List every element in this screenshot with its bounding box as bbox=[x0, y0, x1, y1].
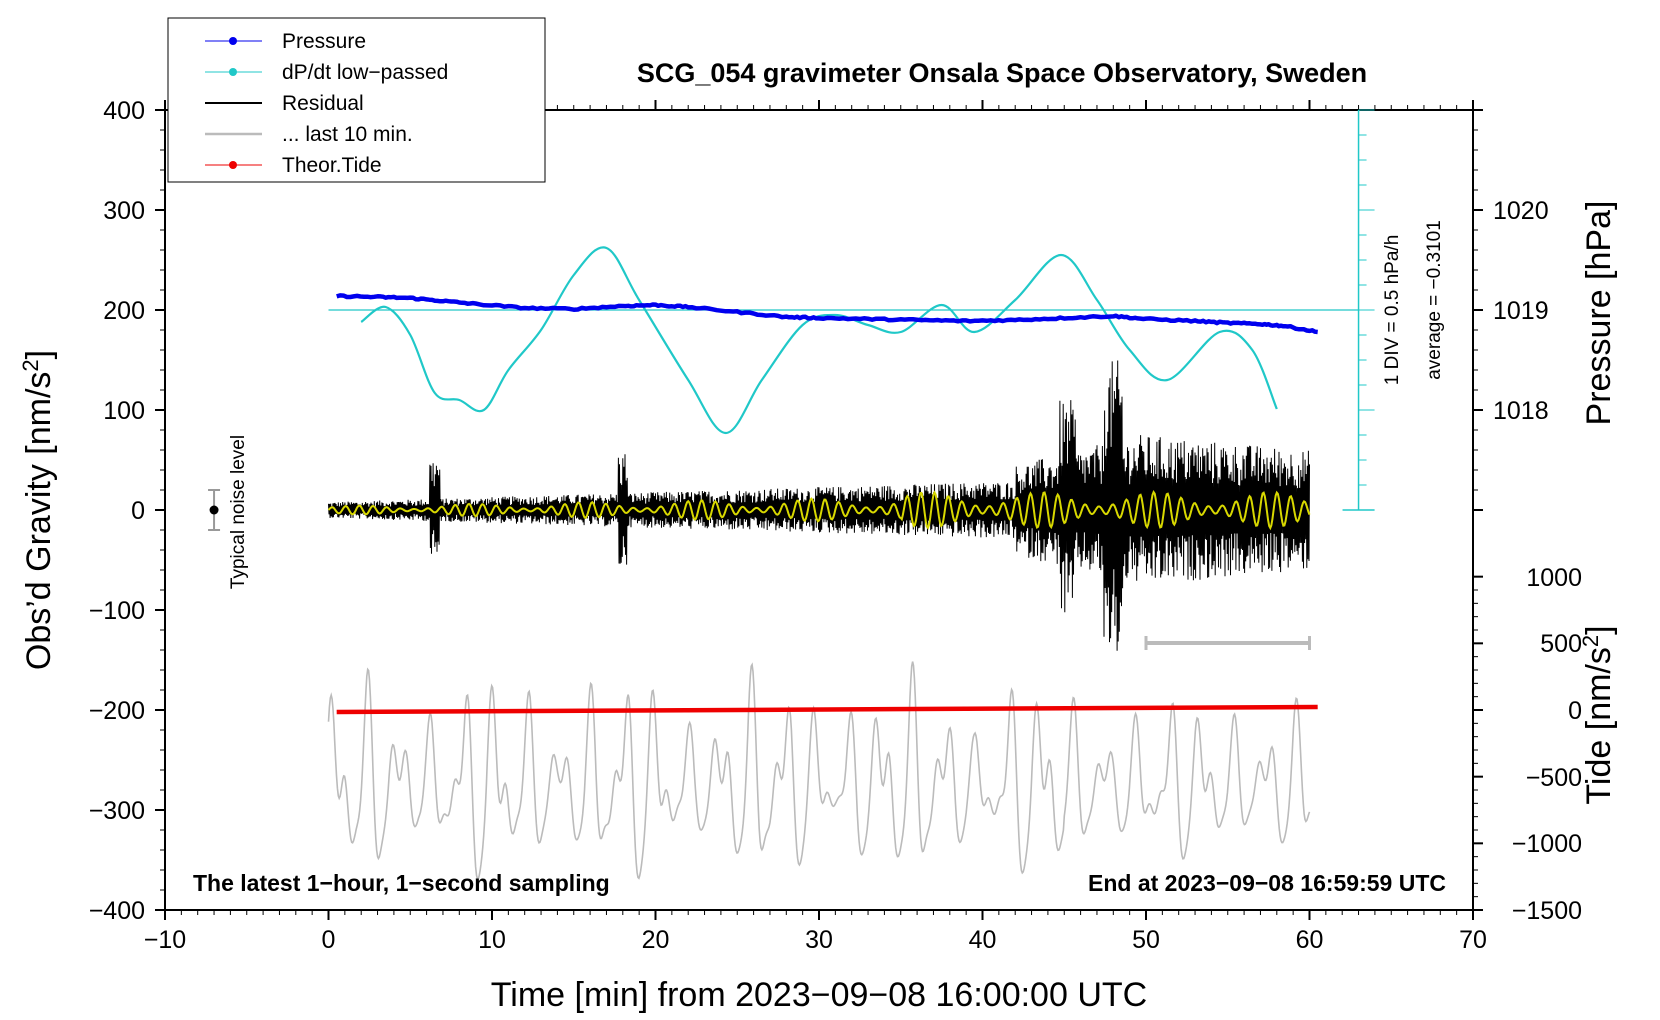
pressure-series bbox=[336, 293, 1318, 335]
y-axis-label-pressure: Pressure [hPa] bbox=[1580, 201, 1618, 426]
y-tick-label: 100 bbox=[103, 397, 145, 425]
tide-tick-label: 500 bbox=[1540, 630, 1582, 658]
tide-tick-label: 1000 bbox=[1526, 564, 1582, 592]
y-tick-labels: 400 300 200 100 0 −100 −200 −300 −400 bbox=[89, 97, 145, 925]
legend-marker bbox=[229, 37, 237, 45]
legend-marker bbox=[229, 161, 237, 169]
x-tick-labels: −10 0 10 20 30 40 50 60 70 bbox=[144, 926, 1487, 954]
pressure-tick-label: 1018 bbox=[1493, 397, 1549, 425]
end-time-note: End at 2023−09−08 16:59:59 UTC bbox=[1088, 870, 1446, 896]
y-axis-label-tide-sup: 2 bbox=[1578, 635, 1603, 647]
y-tick-label: −300 bbox=[89, 797, 145, 825]
theor-tide-series bbox=[336, 704, 1318, 715]
legend: Pressure dP/dt low−passed Residual ... last… bbox=[167, 17, 546, 183]
filtered-residual-series bbox=[327, 489, 1311, 531]
tide-tick-labels: 1000 500 0 −500 −1000 −1500 bbox=[1512, 564, 1582, 925]
y-tick-label: 0 bbox=[131, 497, 145, 525]
x-tick-label: 40 bbox=[969, 926, 997, 954]
div-annotation: 1 DIV = 0.5 hPa/h bbox=[1382, 235, 1403, 386]
noise-level-marker bbox=[208, 489, 221, 531]
tide-tick-label: −1000 bbox=[1512, 830, 1582, 858]
y-axis-label-tide-end: ] bbox=[1580, 625, 1618, 634]
x-tick-label: 10 bbox=[478, 926, 506, 954]
series-layer bbox=[327, 246, 1359, 880]
legend-label: dP/dt low−passed bbox=[282, 61, 448, 84]
last-10-min-series bbox=[327, 661, 1311, 880]
y-axis-label-left-sup: 2 bbox=[18, 359, 43, 371]
legend-label: Pressure bbox=[282, 30, 366, 53]
y-axis-label-tide: Tide [nm/s2] bbox=[1578, 625, 1618, 804]
residual-series bbox=[328, 360, 1310, 651]
legend-label: ... last 10 min. bbox=[282, 123, 413, 146]
y-tick-label: 200 bbox=[103, 297, 145, 325]
tide-tick-label: −1500 bbox=[1512, 897, 1582, 925]
legend-marker bbox=[229, 68, 237, 76]
y-axis-label-left-end: ] bbox=[20, 350, 58, 359]
x-tick-label: 20 bbox=[642, 926, 670, 954]
x-axis-label: Time [min] from 2023−09−08 16:00:00 UTC bbox=[491, 976, 1147, 1014]
legend-label: Theor.Tide bbox=[282, 154, 382, 177]
x-tick-label: 0 bbox=[322, 926, 336, 954]
dpdt-series bbox=[360, 246, 1278, 435]
noise-dot bbox=[209, 505, 219, 515]
y-tick-label: 400 bbox=[103, 97, 145, 125]
legend-label: Residual bbox=[282, 92, 364, 115]
pressure-tick-labels: 1020 1019 1018 bbox=[1493, 197, 1549, 425]
x-tick-label: 30 bbox=[805, 926, 833, 954]
y-tick-label: 300 bbox=[103, 197, 145, 225]
legend-box bbox=[167, 17, 546, 183]
x-tick-label: 50 bbox=[1132, 926, 1160, 954]
y-tick-label: −100 bbox=[89, 597, 145, 625]
average-annotation: average = −0.3101 bbox=[1424, 220, 1445, 380]
y-axis-label-left-main: Obs’d Gravity [nm/s bbox=[20, 372, 58, 671]
noise-label: Typical noise level bbox=[228, 435, 249, 589]
y-axis-label-tide-main: Tide [nm/s bbox=[1580, 647, 1618, 804]
tide-tick-label: −500 bbox=[1526, 764, 1582, 792]
pressure-tick-label: 1020 bbox=[1493, 197, 1549, 225]
y-axis-label-left: Obs’d Gravity [nm/s2] bbox=[18, 350, 58, 670]
sampling-note: The latest 1−hour, 1−second sampling bbox=[193, 870, 610, 896]
x-tick-label: 60 bbox=[1296, 926, 1324, 954]
chart-title: SCG_054 gravimeter Onsala Space Observat… bbox=[637, 58, 1367, 88]
tide-tick-label: 0 bbox=[1568, 697, 1582, 725]
x-tick-label: −10 bbox=[144, 926, 186, 954]
y-tick-label: −400 bbox=[89, 897, 145, 925]
x-tick-label: 70 bbox=[1459, 926, 1487, 954]
pressure-tick-label: 1019 bbox=[1493, 297, 1549, 325]
y-tick-label: −200 bbox=[89, 697, 145, 725]
